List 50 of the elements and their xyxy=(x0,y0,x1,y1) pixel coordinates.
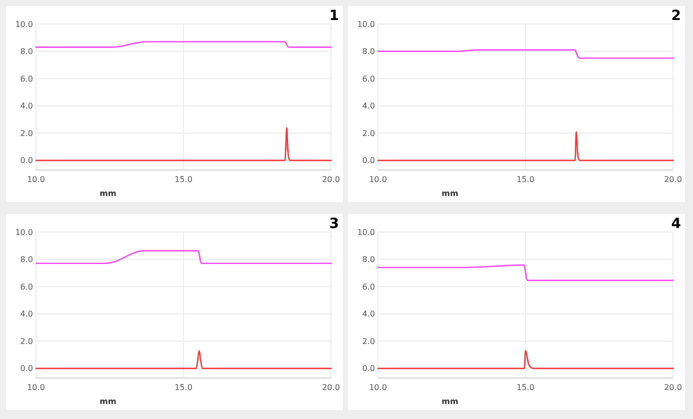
line-series xyxy=(35,250,332,264)
line-series xyxy=(377,350,674,370)
y-tick-label: 4.0 xyxy=(20,310,33,319)
x-tick-label: 15.0 xyxy=(516,383,534,392)
y-tick-label: 6.0 xyxy=(20,282,33,292)
chart-title: 4 xyxy=(671,216,682,232)
x-axis-title: mm xyxy=(100,397,116,406)
y-tick-label: 4.0 xyxy=(20,102,33,111)
x-tick-label: 20.0 xyxy=(664,383,682,392)
chart-title: 1 xyxy=(329,8,339,24)
y-tick-label: 0.0 xyxy=(20,364,33,374)
chart-title: 2 xyxy=(671,8,681,24)
x-tick-label: 15.0 xyxy=(516,175,534,184)
x-axis-title: mm xyxy=(442,189,458,198)
y-tick-label: 2.0 xyxy=(362,128,375,138)
y-tick-label: 8.0 xyxy=(362,47,375,56)
y-tick-label: 8.0 xyxy=(362,255,375,264)
x-axis-title: mm xyxy=(100,189,116,198)
line-series xyxy=(377,264,674,282)
x-tick-label: 10.0 xyxy=(369,383,387,392)
x-tick-label: 10.0 xyxy=(369,175,387,184)
x-tick-label: 20.0 xyxy=(322,383,340,392)
x-tick-label: 20.0 xyxy=(322,175,340,184)
y-tick-label: 6.0 xyxy=(362,282,375,292)
x-tick-label: 10.0 xyxy=(27,383,45,392)
line-series xyxy=(377,49,674,59)
line-series xyxy=(35,127,332,162)
y-tick-label: 8.0 xyxy=(20,47,33,56)
y-tick-label: 4.0 xyxy=(362,310,375,319)
y-tick-label: 10.0 xyxy=(357,20,375,29)
y-tick-label: 4.0 xyxy=(362,102,375,111)
y-tick-label: 2.0 xyxy=(20,128,33,138)
y-tick-label: 8.0 xyxy=(20,255,33,264)
x-axis-title: mm xyxy=(442,397,458,406)
y-tick-label: 10.0 xyxy=(15,20,33,29)
y-tick-label: 0.0 xyxy=(20,156,33,166)
y-tick-label: 6.0 xyxy=(20,74,33,84)
x-tick-label: 15.0 xyxy=(174,175,192,184)
x-tick-label: 15.0 xyxy=(174,383,192,392)
y-tick-label: 10.0 xyxy=(15,228,33,237)
y-tick-label: 6.0 xyxy=(362,74,375,84)
y-tick-label: 2.0 xyxy=(20,336,33,346)
y-tick-label: 0.0 xyxy=(362,364,375,374)
chart-title: 3 xyxy=(329,216,339,232)
x-tick-label: 10.0 xyxy=(27,175,45,184)
y-tick-label: 10.0 xyxy=(357,228,375,237)
x-tick-label: 20.0 xyxy=(664,175,682,184)
y-tick-label: 0.0 xyxy=(362,156,375,166)
y-tick-label: 2.0 xyxy=(362,336,375,346)
line-series xyxy=(377,131,674,162)
